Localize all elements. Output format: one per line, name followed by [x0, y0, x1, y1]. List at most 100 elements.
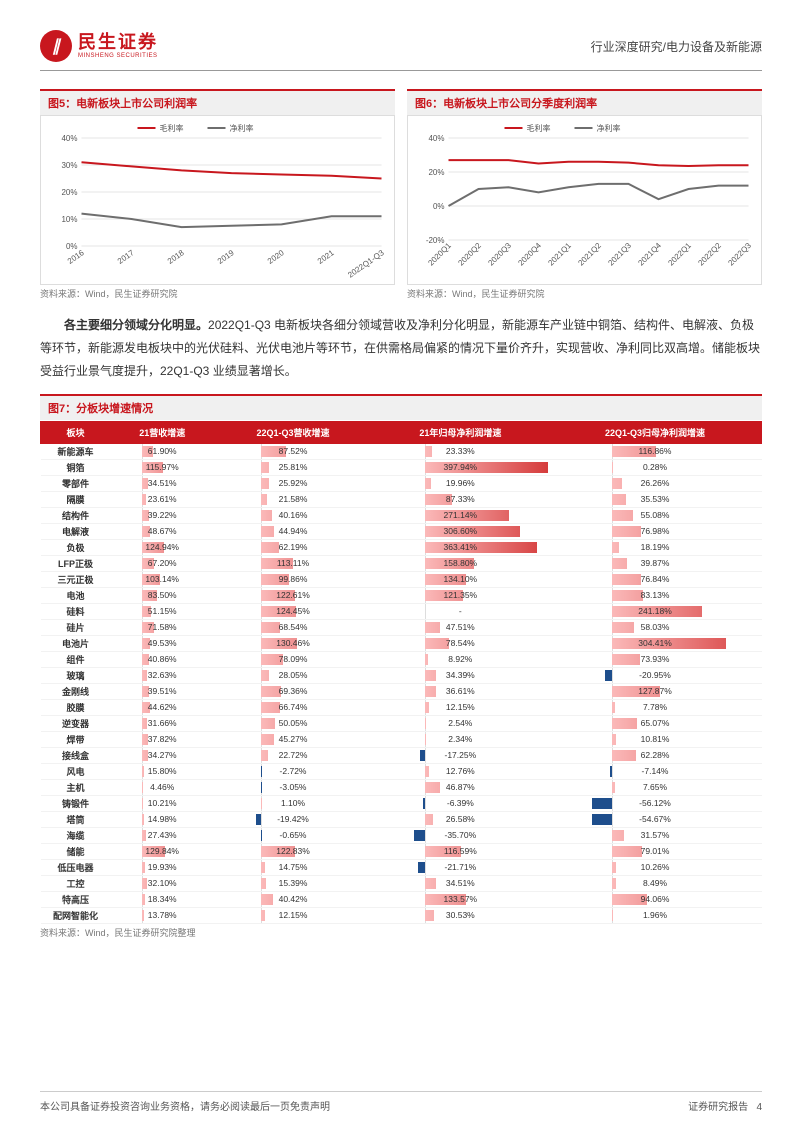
- data-cell: -2.72%: [214, 764, 372, 780]
- row-label: 硅片: [41, 620, 111, 636]
- row-label: 负极: [41, 540, 111, 556]
- data-cell: 46.87%: [372, 780, 548, 796]
- data-cell: 76.98%: [549, 524, 762, 540]
- svg-text:净利率: 净利率: [230, 123, 254, 133]
- row-label: 工控: [41, 876, 111, 892]
- data-cell: 50.05%: [214, 716, 372, 732]
- table-row: 工控32.10%15.39%34.51%8.49%: [41, 876, 762, 892]
- data-cell: 87.52%: [214, 444, 372, 460]
- svg-text:20%: 20%: [61, 188, 77, 197]
- table-row: 电解液48.67%44.94%306.60%76.98%: [41, 524, 762, 540]
- data-cell: -0.65%: [214, 828, 372, 844]
- svg-text:2020: 2020: [266, 248, 286, 266]
- row-label: 胶膜: [41, 700, 111, 716]
- data-cell: 115.97%: [111, 460, 214, 476]
- data-cell: 8.92%: [372, 652, 548, 668]
- data-cell: 14.75%: [214, 860, 372, 876]
- data-cell: 19.93%: [111, 860, 214, 876]
- data-cell: 73.93%: [549, 652, 762, 668]
- row-label: 主机: [41, 780, 111, 796]
- table-row: 隔膜23.61%21.58%87.33%35.53%: [41, 492, 762, 508]
- data-cell: 45.27%: [214, 732, 372, 748]
- data-cell: 44.94%: [214, 524, 372, 540]
- data-cell: 18.34%: [111, 892, 214, 908]
- data-cell: 34.51%: [372, 876, 548, 892]
- svg-text:毛利率: 毛利率: [527, 123, 551, 133]
- chart-5: 图5：电新板块上市公司利润率 毛利率净利率0%10%20%30%40%20162…: [40, 89, 395, 300]
- chart-6-source: 资料来源：Wind，民生证券研究院: [407, 287, 762, 300]
- row-label: 新能源车: [41, 444, 111, 460]
- data-cell: 27.43%: [111, 828, 214, 844]
- data-cell: -: [372, 604, 548, 620]
- data-cell: 61.90%: [111, 444, 214, 460]
- table-row: 低压电器19.93%14.75%-21.71%10.26%: [41, 860, 762, 876]
- data-cell: 65.07%: [549, 716, 762, 732]
- svg-text:毛利率: 毛利率: [160, 123, 184, 133]
- data-cell: -19.42%: [214, 812, 372, 828]
- data-cell: 51.15%: [111, 604, 214, 620]
- data-cell: 83.13%: [549, 588, 762, 604]
- data-cell: 31.57%: [549, 828, 762, 844]
- chart-6-title: 图6：电新板块上市公司分季度利润率: [407, 89, 762, 115]
- row-label: 风电: [41, 764, 111, 780]
- row-label: 塔筒: [41, 812, 111, 828]
- svg-text:2022Q1-Q3: 2022Q1-Q3: [346, 248, 386, 280]
- data-cell: 31.66%: [111, 716, 214, 732]
- svg-text:0%: 0%: [66, 242, 78, 251]
- svg-text:2021Q4: 2021Q4: [636, 241, 663, 268]
- row-label: 低压电器: [41, 860, 111, 876]
- row-label: LFP正极: [41, 556, 111, 572]
- chart-6: 图6：电新板块上市公司分季度利润率 毛利率净利率-20%0%20%40%2020…: [407, 89, 762, 300]
- table-7-title: 图7：分板块增速情况: [40, 394, 762, 420]
- data-cell: 76.84%: [549, 572, 762, 588]
- data-cell: 71.58%: [111, 620, 214, 636]
- data-cell: 127.87%: [549, 684, 762, 700]
- svg-text:2021: 2021: [316, 248, 336, 266]
- svg-text:0%: 0%: [433, 202, 445, 211]
- data-cell: 37.82%: [111, 732, 214, 748]
- table-row: 玻璃32.63%28.05%34.39%-20.95%: [41, 668, 762, 684]
- data-cell: 103.14%: [111, 572, 214, 588]
- data-cell: 49.53%: [111, 636, 214, 652]
- data-cell: 130.46%: [214, 636, 372, 652]
- row-label: 铜箔: [41, 460, 111, 476]
- svg-text:2017: 2017: [116, 248, 136, 266]
- data-cell: 83.50%: [111, 588, 214, 604]
- data-cell: 62.28%: [549, 748, 762, 764]
- data-cell: 306.60%: [372, 524, 548, 540]
- data-cell: 34.51%: [111, 476, 214, 492]
- svg-text:2019: 2019: [216, 248, 236, 266]
- row-label: 三元正极: [41, 572, 111, 588]
- header-category: 行业深度研究/电力设备及新能源: [591, 38, 762, 55]
- chart-6-svg: 毛利率净利率-20%0%20%40%2020Q12020Q22020Q32020…: [412, 120, 757, 280]
- data-cell: 32.63%: [111, 668, 214, 684]
- data-cell: 36.61%: [372, 684, 548, 700]
- growth-table: 板块21营收增速22Q1-Q3营收增速21年归母净利润增速22Q1-Q3归母净利…: [40, 421, 762, 924]
- data-cell: 39.22%: [111, 508, 214, 524]
- data-cell: 66.74%: [214, 700, 372, 716]
- row-label: 组件: [41, 652, 111, 668]
- data-cell: 122.61%: [214, 588, 372, 604]
- chart-5-title: 图5：电新板块上市公司利润率: [40, 89, 395, 115]
- data-cell: 1.10%: [214, 796, 372, 812]
- data-cell: 18.19%: [549, 540, 762, 556]
- data-cell: 47.51%: [372, 620, 548, 636]
- data-cell: 124.94%: [111, 540, 214, 556]
- table-row: 特高压18.34%40.42%133.57%94.06%: [41, 892, 762, 908]
- svg-text:2021Q2: 2021Q2: [576, 241, 603, 268]
- data-cell: 15.39%: [214, 876, 372, 892]
- data-cell: -7.14%: [549, 764, 762, 780]
- table-row: 主机4.46%-3.05%46.87%7.65%: [41, 780, 762, 796]
- chart-5-svg: 毛利率净利率0%10%20%30%40%20162017201820192020…: [45, 120, 390, 280]
- data-cell: 32.10%: [111, 876, 214, 892]
- table-row: 逆变器31.66%50.05%2.54%65.07%: [41, 716, 762, 732]
- row-label: 金刚线: [41, 684, 111, 700]
- svg-text:40%: 40%: [61, 134, 77, 143]
- data-cell: 78.09%: [214, 652, 372, 668]
- data-cell: 2.54%: [372, 716, 548, 732]
- data-cell: 116.59%: [372, 844, 548, 860]
- row-label: 铸锻件: [41, 796, 111, 812]
- data-cell: 79.01%: [549, 844, 762, 860]
- data-cell: 30.53%: [372, 908, 548, 924]
- data-cell: 122.83%: [214, 844, 372, 860]
